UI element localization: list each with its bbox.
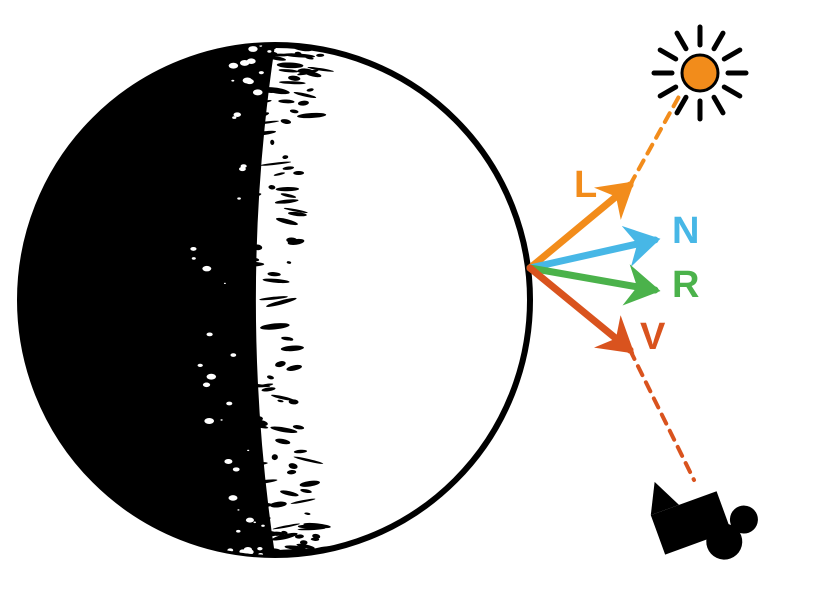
label-V: V: [640, 318, 665, 356]
label-L: L: [574, 166, 597, 204]
diagram-canvas: L N R V: [0, 0, 819, 601]
label-R: R: [672, 266, 699, 304]
label-N: N: [672, 212, 699, 250]
